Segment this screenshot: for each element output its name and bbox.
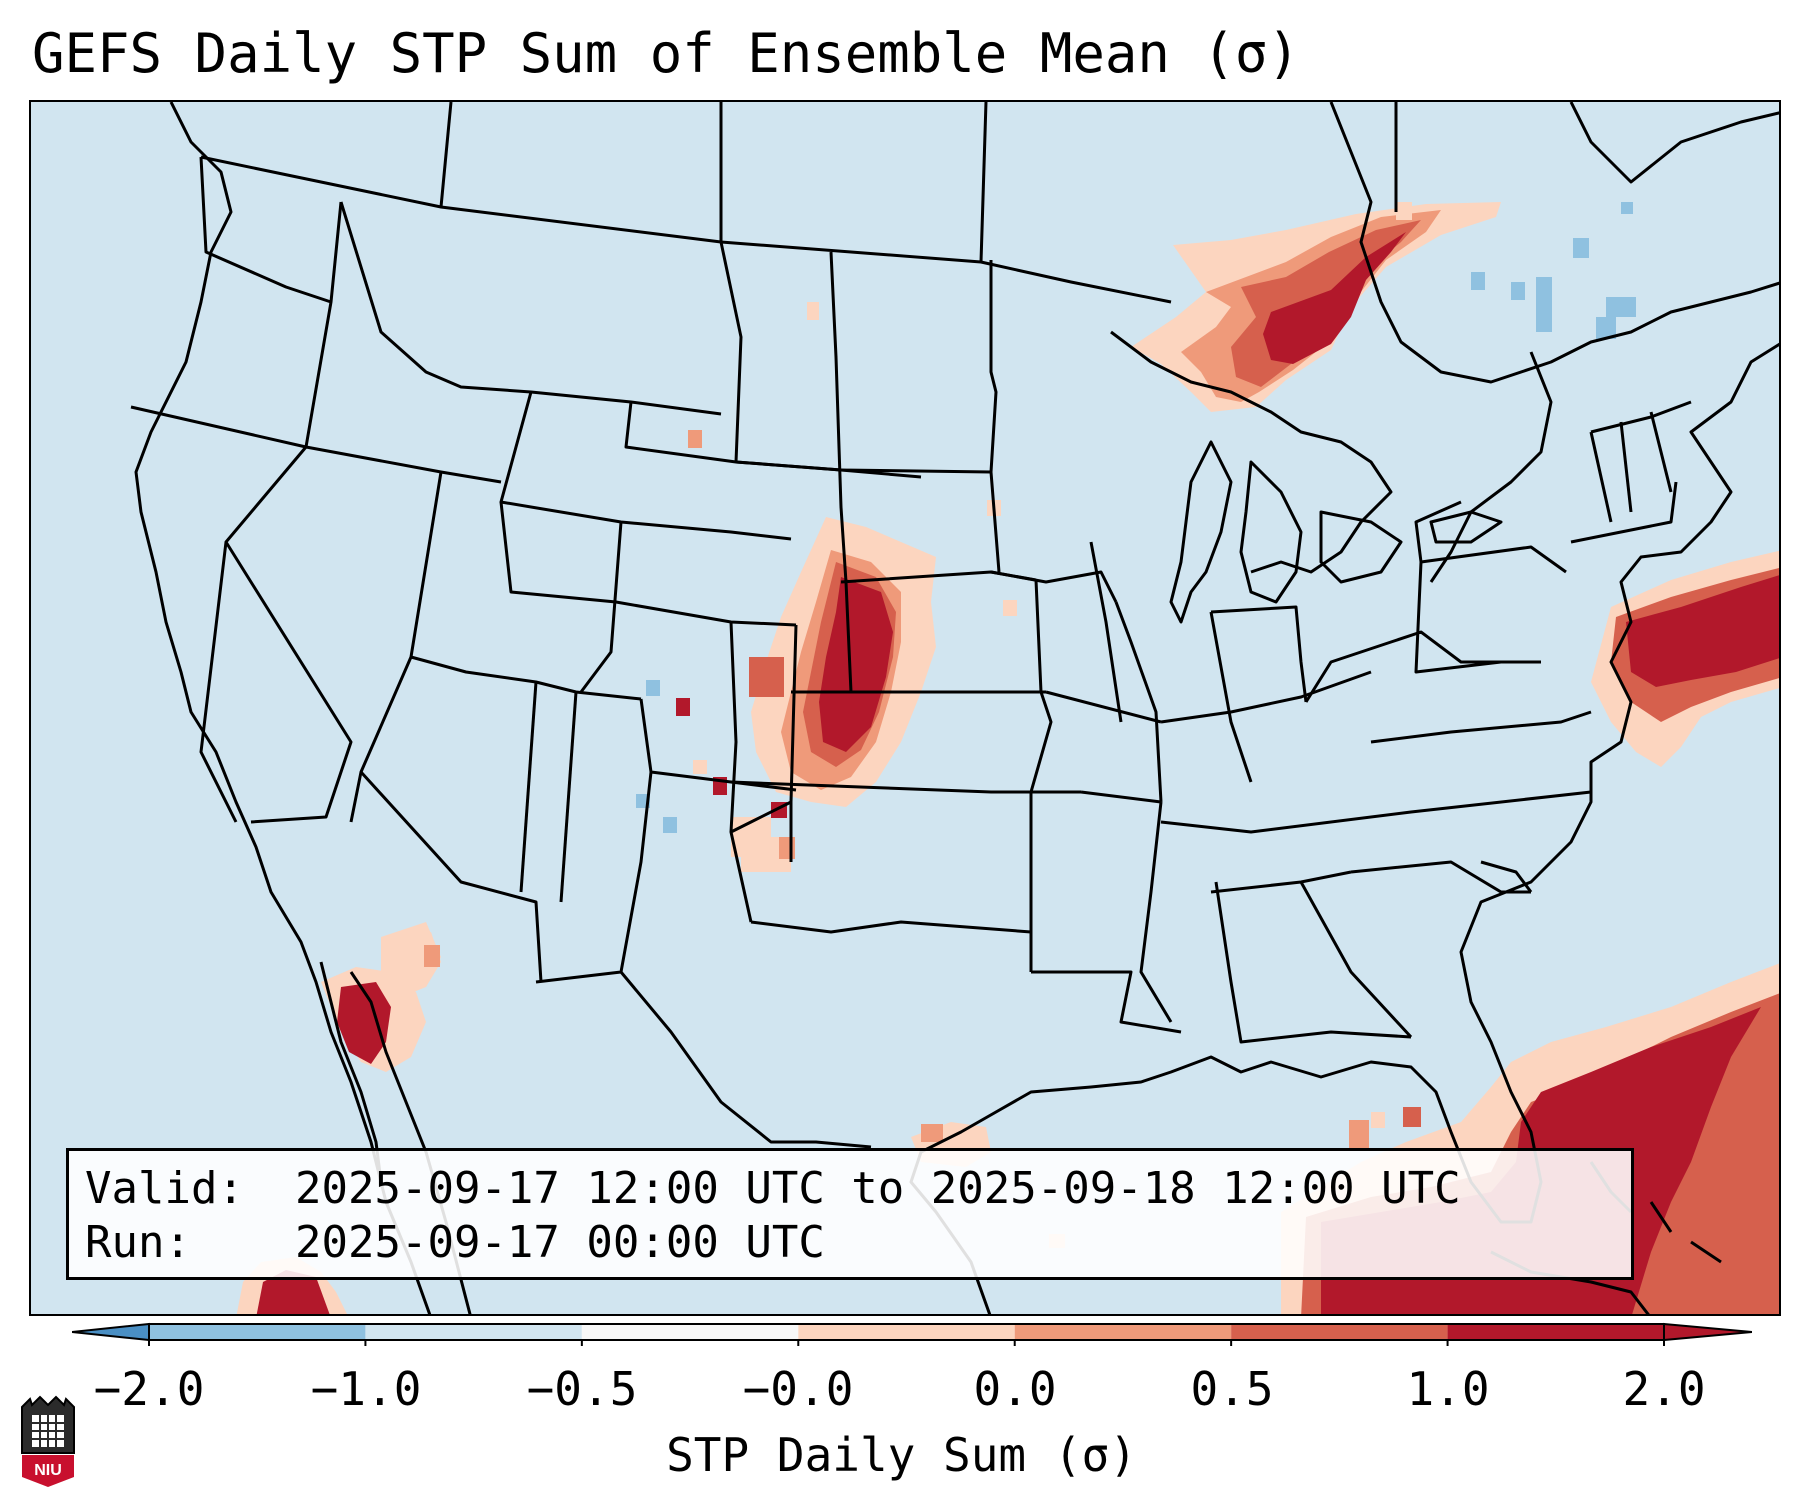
- colorbar-label: STP Daily Sum (σ): [666, 1428, 1137, 1482]
- coastlines: [134, 102, 1779, 1314]
- map-panel[interactable]: [29, 100, 1781, 1316]
- colorbar-segment: [149, 1324, 366, 1340]
- valid-label: Valid:: [85, 1163, 244, 1214]
- colorbar: [72, 1322, 1752, 1346]
- colorbar-segment: [1447, 1324, 1664, 1340]
- colorbar-outline: [148, 1323, 1665, 1341]
- run-label: Run:: [85, 1217, 191, 1268]
- colorbar-segment: [365, 1324, 582, 1340]
- run-line: Run: 2025-09-17 00:00 UTC: [85, 1216, 1631, 1270]
- colorbar-tick-label: −1.0: [310, 1362, 422, 1416]
- colorbar-segment: [581, 1324, 799, 1340]
- colorbar-tick-label: −0.5: [526, 1362, 638, 1416]
- colorbar-segment: [798, 1324, 1015, 1340]
- page-title: GEFS Daily STP Sum of Ensemble Mean (σ): [32, 22, 1300, 85]
- niu-logo: NIU: [21, 1395, 75, 1487]
- colorbar-extend-low: [72, 1322, 150, 1342]
- map-canvas: [31, 102, 1779, 1314]
- state-borders: [130, 155, 1692, 1149]
- province-borders: [439, 102, 1398, 263]
- logo-text: NIU: [34, 1462, 62, 1479]
- colorbar-tick-label: 2.0: [1622, 1362, 1706, 1416]
- colorbar-extend-high: [1663, 1322, 1752, 1342]
- colorbar-segment: [1014, 1324, 1232, 1340]
- colorbar-tick-label: −0.0: [742, 1362, 854, 1416]
- colorbar-segment: [1231, 1324, 1448, 1340]
- valid-line: Valid: 2025-09-17 12:00 UTC to 2025-09-18…: [85, 1162, 1631, 1216]
- valid-value: 2025-09-17 12:00 UTC to 2025-09-18 12:00…: [295, 1163, 1461, 1214]
- colorbar-tick-label: −2.0: [93, 1362, 205, 1416]
- colorbar-tick-label: 0.5: [1190, 1362, 1274, 1416]
- valid-time-box: Valid: 2025-09-17 12:00 UTC to 2025-09-18…: [66, 1148, 1634, 1280]
- colorbar-tick-label: 1.0: [1406, 1362, 1490, 1416]
- run-value: 2025-09-17 00:00 UTC: [295, 1217, 825, 1268]
- colorbar-tick-label: 0.0: [973, 1362, 1057, 1416]
